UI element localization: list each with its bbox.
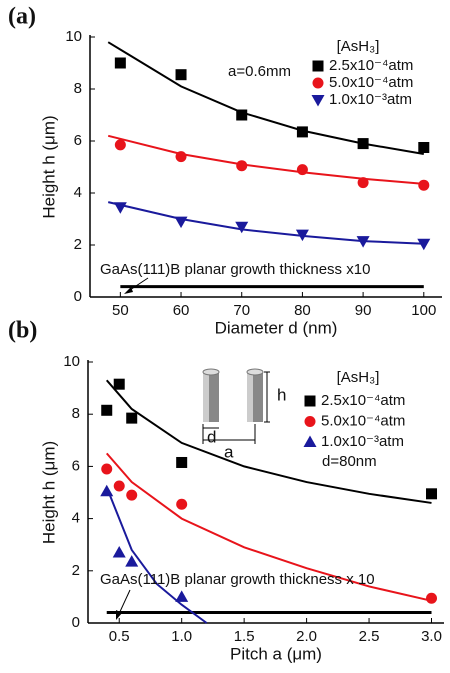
arrowhead: [124, 287, 133, 294]
x-tick-label: 50: [112, 302, 129, 319]
x-tick-label: 1.5: [234, 628, 255, 645]
marker: [112, 546, 126, 558]
marker: [100, 484, 114, 497]
fit-line: [107, 134, 424, 185]
y-tick-label: 0: [72, 614, 80, 631]
legend-label: 5.0x10⁻⁴atm: [321, 412, 405, 429]
marker: [125, 555, 139, 567]
marker: [426, 488, 438, 500]
fit-line: [107, 201, 424, 245]
marker: [114, 57, 126, 69]
x-tick-label: 0.5: [109, 628, 130, 645]
marker: [113, 202, 127, 214]
marker: [426, 592, 438, 604]
annotation: d=80nm: [322, 453, 377, 470]
fit-line: [105, 452, 432, 602]
marker: [235, 221, 249, 234]
marker: [418, 142, 430, 153]
y-tick-label: 4: [74, 184, 82, 201]
marker: [296, 126, 308, 138]
y-tick-label: 8: [72, 405, 80, 422]
y-tick-label: 4: [72, 510, 80, 527]
legend-title: [AsH₃]: [337, 38, 380, 55]
marker: [126, 412, 138, 424]
inset-diagram: [202, 368, 270, 444]
marker: [296, 164, 308, 176]
marker: [417, 238, 431, 251]
fit-line: [107, 41, 424, 155]
marker: [312, 60, 324, 72]
marker: [101, 463, 113, 475]
y-axis-label: Height h (μm): [39, 441, 58, 544]
x-axis-label: Diameter d (nm): [215, 318, 338, 337]
y-tick-label: 10: [65, 28, 82, 45]
panel-label: (a): [8, 4, 36, 30]
legend-title: [AsH₃]: [337, 369, 380, 386]
x-tick-label: 60: [173, 302, 190, 319]
legend-label: 1.0x10⁻³atm: [321, 433, 404, 450]
legend-label: 2.5x10⁻⁴atm: [321, 392, 405, 409]
y-tick-label: 6: [72, 457, 80, 474]
marker: [312, 77, 324, 89]
marker: [175, 151, 187, 163]
marker: [304, 416, 316, 427]
x-tick-label: 3.0: [421, 628, 442, 645]
inset-label: h: [277, 385, 286, 404]
y-tick-label: 6: [74, 132, 82, 149]
y-axis-label: Height h (μm): [39, 115, 58, 218]
y-tick-label: 2: [72, 562, 80, 579]
marker: [113, 378, 125, 390]
marker: [176, 498, 188, 510]
inset-label: a: [224, 442, 234, 461]
marker: [101, 404, 113, 416]
x-tick-label: 70: [233, 302, 250, 319]
x-tick-label: 1.0: [171, 628, 192, 645]
annotation: a=0.6mm: [228, 63, 291, 80]
legend-label: 1.0x10⁻³atm: [329, 91, 412, 108]
x-tick-label: 100: [411, 302, 436, 319]
y-tick-label: 10: [63, 353, 80, 370]
annotation: GaAs(111)B planar growth thickness x10: [100, 261, 370, 278]
fit-line: [105, 486, 208, 624]
inset-label: d: [207, 427, 216, 446]
marker: [295, 229, 309, 242]
x-tick-label: 80: [294, 302, 311, 319]
marker: [236, 109, 248, 121]
marker: [357, 177, 369, 189]
marker: [176, 456, 188, 468]
legend-label: 5.0x10⁻⁴atm: [329, 74, 413, 91]
y-tick-label: 0: [74, 288, 82, 305]
legend-label: 2.5x10⁻⁴atm: [329, 57, 413, 74]
marker: [175, 69, 187, 81]
fit-line: [105, 379, 432, 504]
marker: [114, 139, 126, 151]
y-tick-label: 8: [74, 80, 82, 97]
annotation: GaAs(111)B planar growth thickness x 10: [100, 571, 375, 588]
marker: [304, 395, 316, 407]
marker: [418, 179, 430, 191]
marker: [175, 590, 189, 602]
marker: [303, 435, 317, 447]
x-tick-label: 2.0: [296, 628, 317, 645]
x-tick-label: 90: [355, 302, 372, 319]
marker: [113, 480, 125, 492]
y-tick-label: 2: [74, 236, 82, 253]
marker: [126, 489, 138, 501]
marker: [174, 216, 188, 229]
marker: [357, 138, 369, 150]
panel-label: (b): [8, 318, 37, 344]
x-axis-label: Pitch a (μm): [230, 644, 322, 663]
marker: [311, 95, 325, 107]
marker: [356, 236, 370, 248]
x-tick-label: 2.5: [359, 628, 380, 645]
marker: [236, 160, 248, 172]
